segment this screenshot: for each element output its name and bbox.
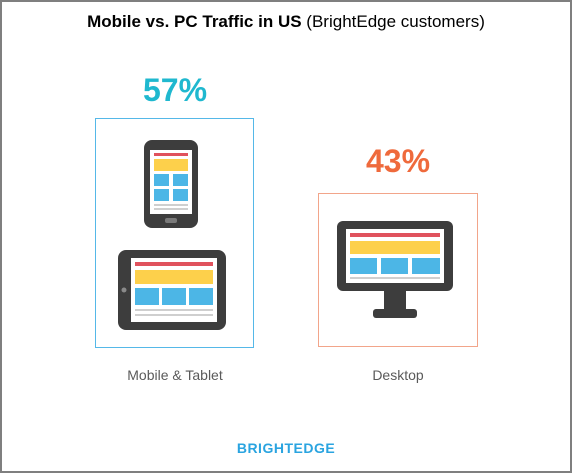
tablet-icon (118, 250, 226, 330)
chart-subtitle: (BrightEdge customers) (306, 12, 485, 31)
category-label-mobile-tablet: Mobile & Tablet (127, 367, 223, 383)
brightedge-logo: BRIGHTEDGE (236, 440, 336, 456)
value-label-mobile: 57% (142, 72, 208, 108)
desktop-monitor-icon (337, 221, 453, 318)
chart-title-line: Mobile vs. PC Traffic in US (BrightEdge … (2, 12, 570, 32)
chart-title: Mobile vs. PC Traffic in US (87, 12, 302, 31)
category-label-desktop: Desktop (372, 367, 424, 383)
value-label-desktop: 43% (365, 143, 431, 179)
smartphone-icon (144, 140, 198, 228)
